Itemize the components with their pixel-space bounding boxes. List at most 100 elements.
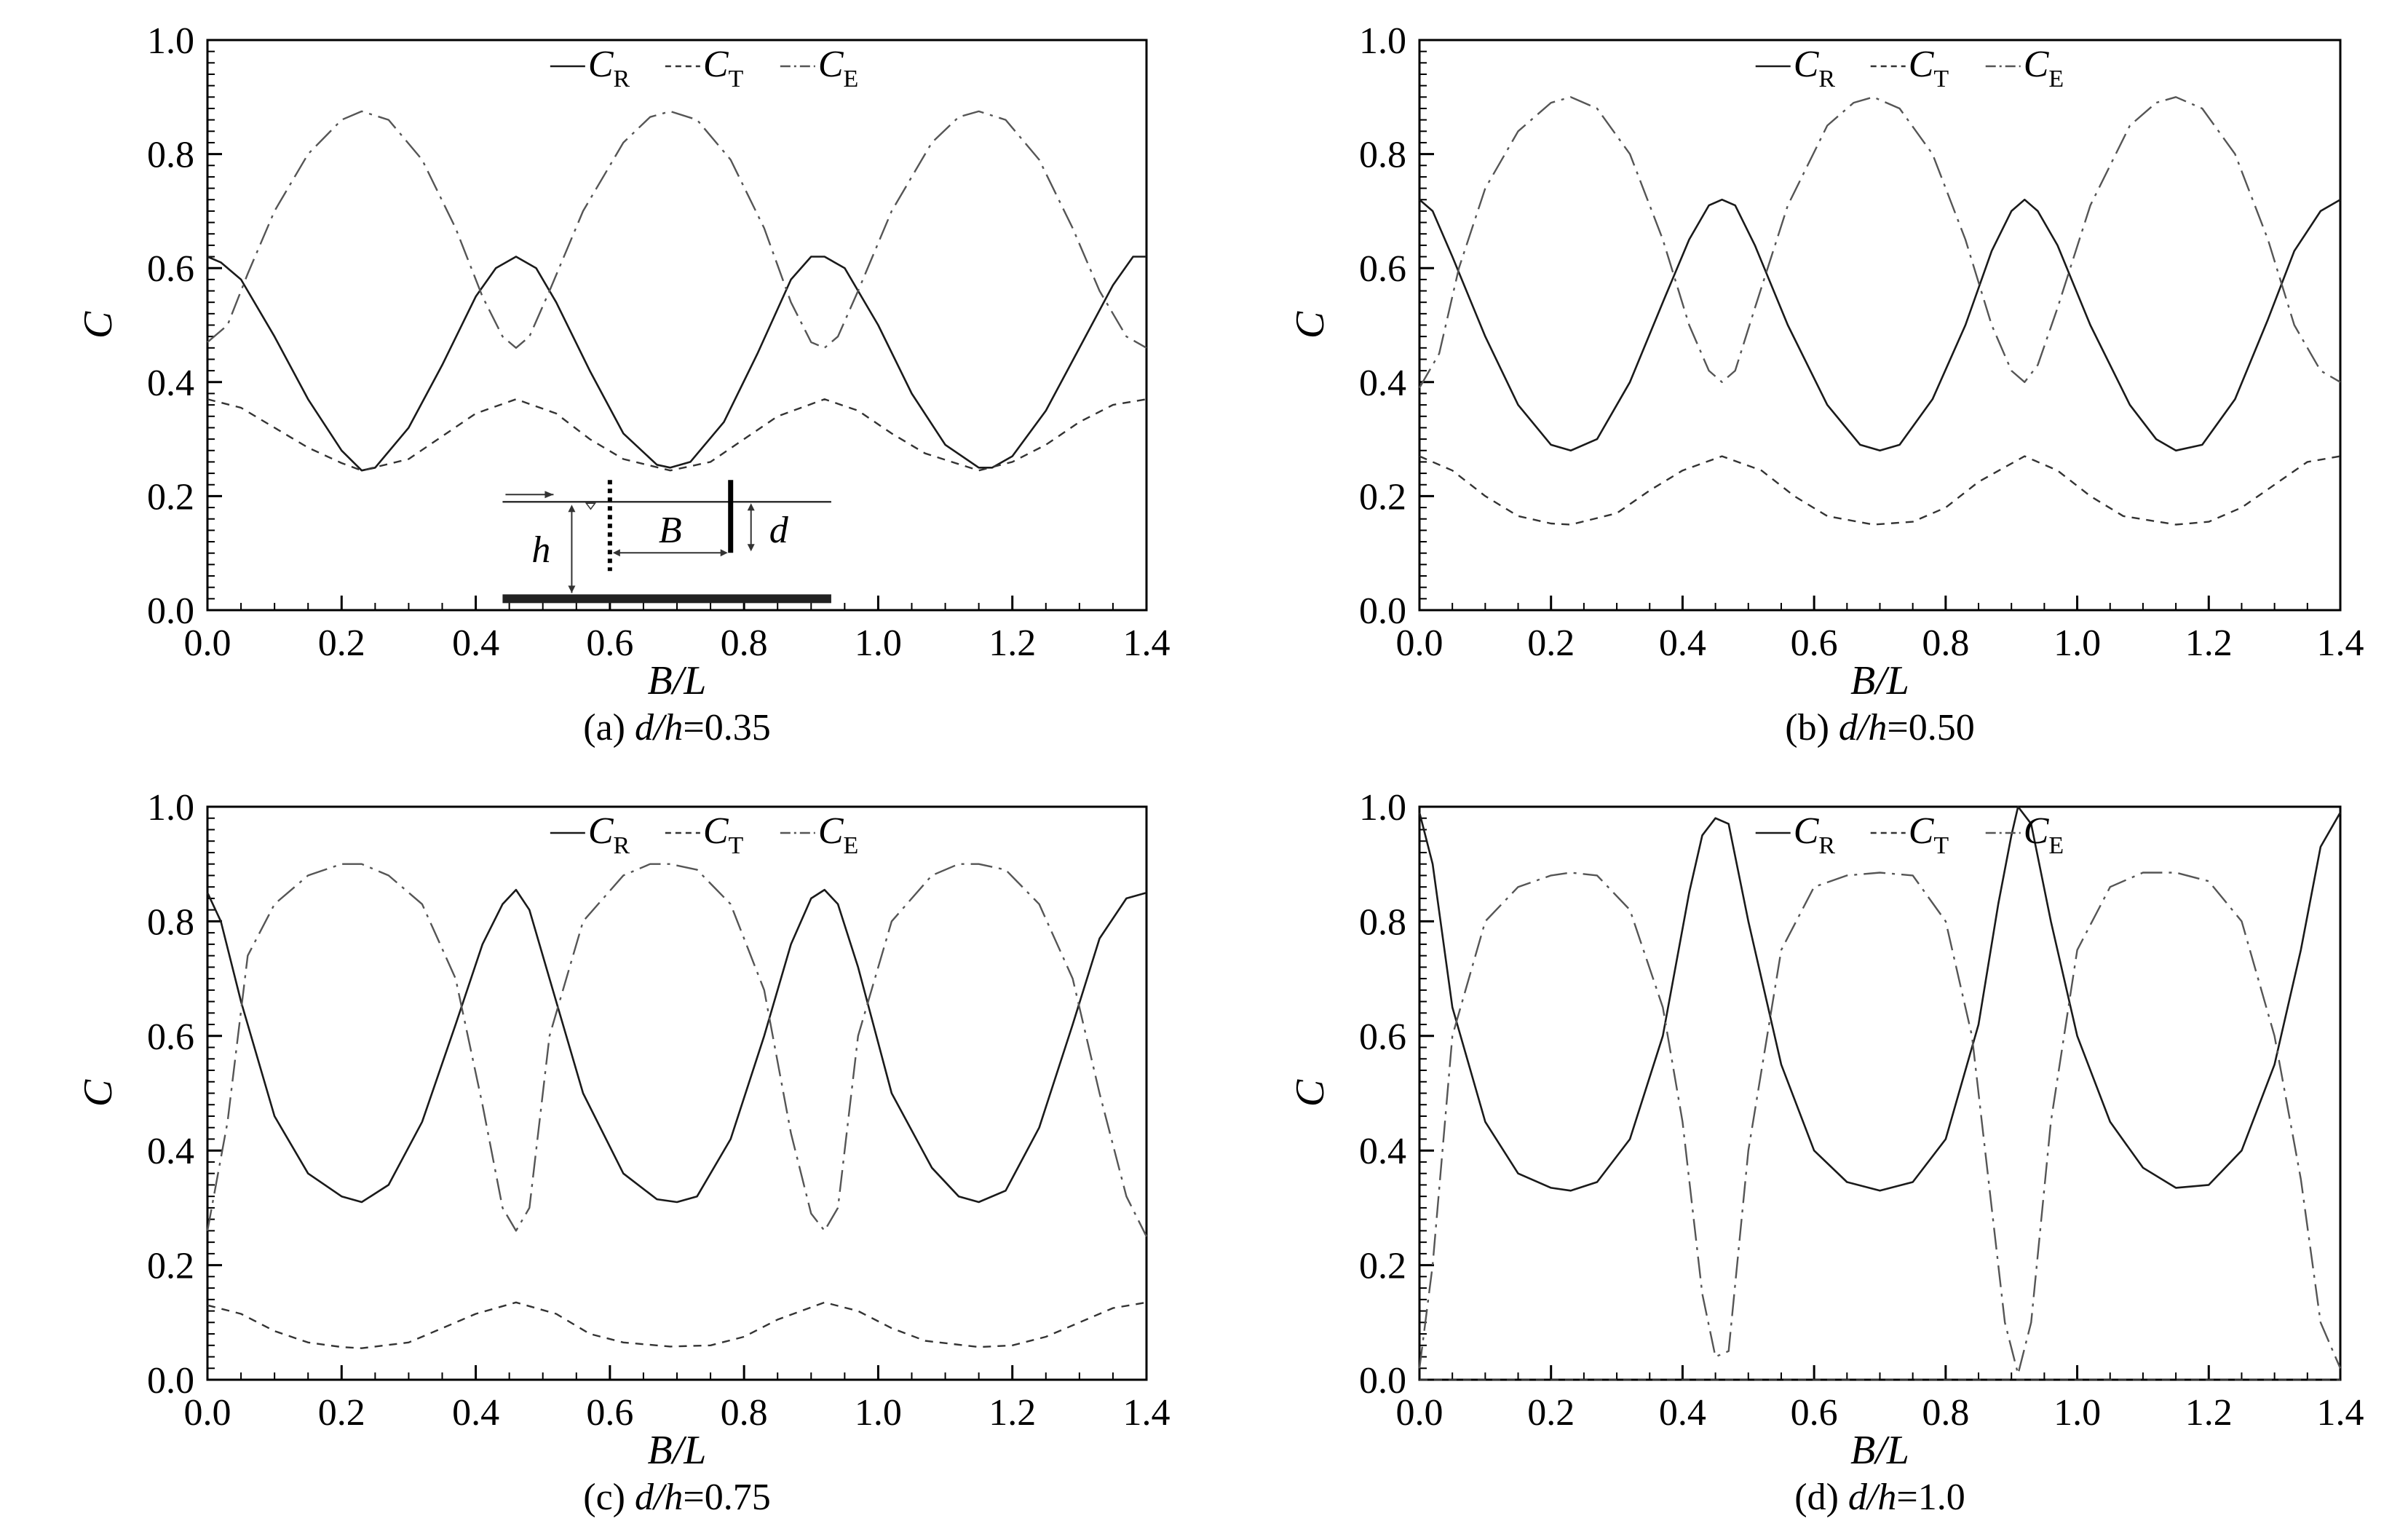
x-axis-title: B/L xyxy=(648,658,707,703)
legend-symbol: C xyxy=(1909,44,1935,85)
caption-value: =1.0 xyxy=(1896,1477,1965,1518)
series-c-r xyxy=(1418,805,2342,1192)
legend-subscript: R xyxy=(614,66,630,92)
legend-subscript: E xyxy=(2048,832,2064,859)
y-tick-label: 1.0 xyxy=(1359,20,1406,62)
y-tick-label: 0.6 xyxy=(1359,1016,1406,1058)
x-tick-label: 0.8 xyxy=(721,1392,768,1434)
caption-variable: d/h xyxy=(1848,1477,1896,1518)
legend: CR CT CE xyxy=(550,44,858,92)
x-axis-title: B/L xyxy=(1850,658,1909,703)
x-tick-label: 0.4 xyxy=(1659,623,1706,664)
inset-label-h: h xyxy=(531,529,550,571)
legend-label: CT xyxy=(1909,44,1949,92)
caption-value: =0.50 xyxy=(1887,707,1974,748)
x-tick-label: 0.6 xyxy=(586,623,633,664)
inset-schematic: Bh d xyxy=(502,480,831,604)
y-tick-label: 0.4 xyxy=(1359,1131,1406,1172)
panel-caption: (b) d/h=0.50 xyxy=(1785,707,1974,748)
seabed-bar xyxy=(502,594,831,604)
x-tick-label: 1.4 xyxy=(1123,1392,1171,1434)
series-c-r xyxy=(207,256,1146,472)
panel-d: 0.0 0.2 0.4 0.6 0.8 1.0 1.2 1.4 0.0 0.2 0.4 0.6 0.8 1… xyxy=(1288,787,2364,1518)
y-axis-title: C xyxy=(1288,1079,1333,1107)
x-tick-label: 0.2 xyxy=(1527,623,1575,664)
d-arrow-top xyxy=(747,503,755,511)
x-tick-label: 0.8 xyxy=(1922,623,1969,664)
x-tick-label: 0.8 xyxy=(721,623,768,664)
tick-labels: 0.0 0.2 0.4 0.6 0.8 1.0 1.2 1.4 0.0 0.2 0.4 0.6 0.8 1… xyxy=(1359,787,2364,1434)
legend-subscript: T xyxy=(1933,832,1949,859)
legend-subscript: R xyxy=(1818,66,1835,92)
x-tick-label: 1.2 xyxy=(2185,1392,2233,1434)
x-tick-label: 1.2 xyxy=(2185,623,2233,664)
x-tick-label: 1.4 xyxy=(2317,623,2364,664)
y-tick-label: 0.4 xyxy=(147,1131,194,1172)
y-tick-label: 0.4 xyxy=(1359,363,1406,404)
series-layer xyxy=(206,863,1148,1349)
y-tick-label: 0.8 xyxy=(1359,901,1406,943)
y-tick-label: 0.0 xyxy=(147,590,194,632)
water-level-icon xyxy=(585,502,596,510)
legend-symbol: C xyxy=(818,44,844,85)
y-tick-label: 0.0 xyxy=(1359,590,1406,632)
x-tick-label: 0.4 xyxy=(452,623,499,664)
series-c-t xyxy=(207,1301,1147,1349)
panel-a: 0.0 0.2 0.4 0.6 0.8 1.0 1.2 1.4 0.0 0.2 0.4 0.6 0.8 1… xyxy=(76,20,1171,748)
h-arrow-top xyxy=(568,505,576,513)
series-c-r xyxy=(1419,198,2341,452)
inset-label-d: d xyxy=(769,510,789,551)
caption-prefix: (a) xyxy=(583,707,635,748)
x-tick-label: 0.8 xyxy=(1922,1392,1969,1434)
y-tick-label: 0.2 xyxy=(1359,1246,1406,1287)
y-tick-label: 0.8 xyxy=(147,901,194,943)
legend-symbol: C xyxy=(2024,810,2050,852)
x-axis-title: B/L xyxy=(648,1428,707,1473)
caption-variable: d/h xyxy=(1839,707,1887,748)
wave-arrow-head xyxy=(544,491,554,499)
series-layer xyxy=(1418,96,2341,526)
legend-subscript: E xyxy=(844,66,859,92)
x-tick-label: 0.0 xyxy=(1396,623,1443,664)
x-tick-label: 0.2 xyxy=(318,1392,365,1434)
legend-symbol: C xyxy=(703,810,729,852)
legend-symbol: C xyxy=(1794,810,1820,852)
series-c-e xyxy=(1418,96,2341,389)
legend-symbol: C xyxy=(1909,810,1935,852)
legend-label: CE xyxy=(818,810,858,859)
tick-labels: 0.0 0.2 0.4 0.6 0.8 1.0 1.2 1.4 0.0 0.2 0.4 0.6 0.8 1… xyxy=(147,20,1171,664)
caption-prefix: (c) xyxy=(583,1477,635,1518)
legend-label: CR xyxy=(1794,810,1836,859)
y-tick-label: 0.4 xyxy=(147,363,194,404)
tick-marks xyxy=(1418,805,2342,1381)
b-arrow-right xyxy=(720,549,728,557)
x-tick-label: 1.0 xyxy=(2053,1392,2101,1434)
x-tick-label: 1.2 xyxy=(989,623,1036,664)
d-arrow-bottom xyxy=(747,544,755,552)
y-tick-label: 1.0 xyxy=(147,787,194,829)
y-tick-label: 0.2 xyxy=(1359,476,1406,518)
x-tick-label: 0.0 xyxy=(1396,1392,1443,1434)
y-tick-label: 0.8 xyxy=(147,135,194,176)
panel-caption: (a) d/h=0.35 xyxy=(583,707,771,748)
legend-symbol: C xyxy=(703,44,729,85)
y-tick-label: 0.0 xyxy=(1359,1360,1406,1402)
legend-subscript: R xyxy=(614,832,630,859)
legend-label: CT xyxy=(1909,810,1949,859)
x-tick-label: 1.4 xyxy=(2317,1392,2364,1434)
x-tick-label: 0.2 xyxy=(318,623,365,664)
b-arrow-left xyxy=(612,549,620,557)
tick-labels: 0.0 0.2 0.4 0.6 0.8 1.0 1.2 1.4 0.0 0.2 0.4 0.6 0.8 1… xyxy=(1359,20,2364,664)
series-c-e xyxy=(206,863,1148,1237)
caption-value: =0.75 xyxy=(683,1477,770,1518)
series-layer xyxy=(1418,805,2342,1381)
x-tick-label: 0.6 xyxy=(1791,1392,1838,1434)
y-tick-label: 0.6 xyxy=(147,248,194,290)
y-tick-label: 0.0 xyxy=(147,1360,194,1402)
legend-subscript: E xyxy=(2048,66,2064,92)
legend-subscript: T xyxy=(1933,66,1949,92)
legend-symbol: C xyxy=(2024,44,2050,85)
x-tick-label: 0.0 xyxy=(184,1392,231,1434)
y-axis-title: C xyxy=(76,1079,121,1107)
